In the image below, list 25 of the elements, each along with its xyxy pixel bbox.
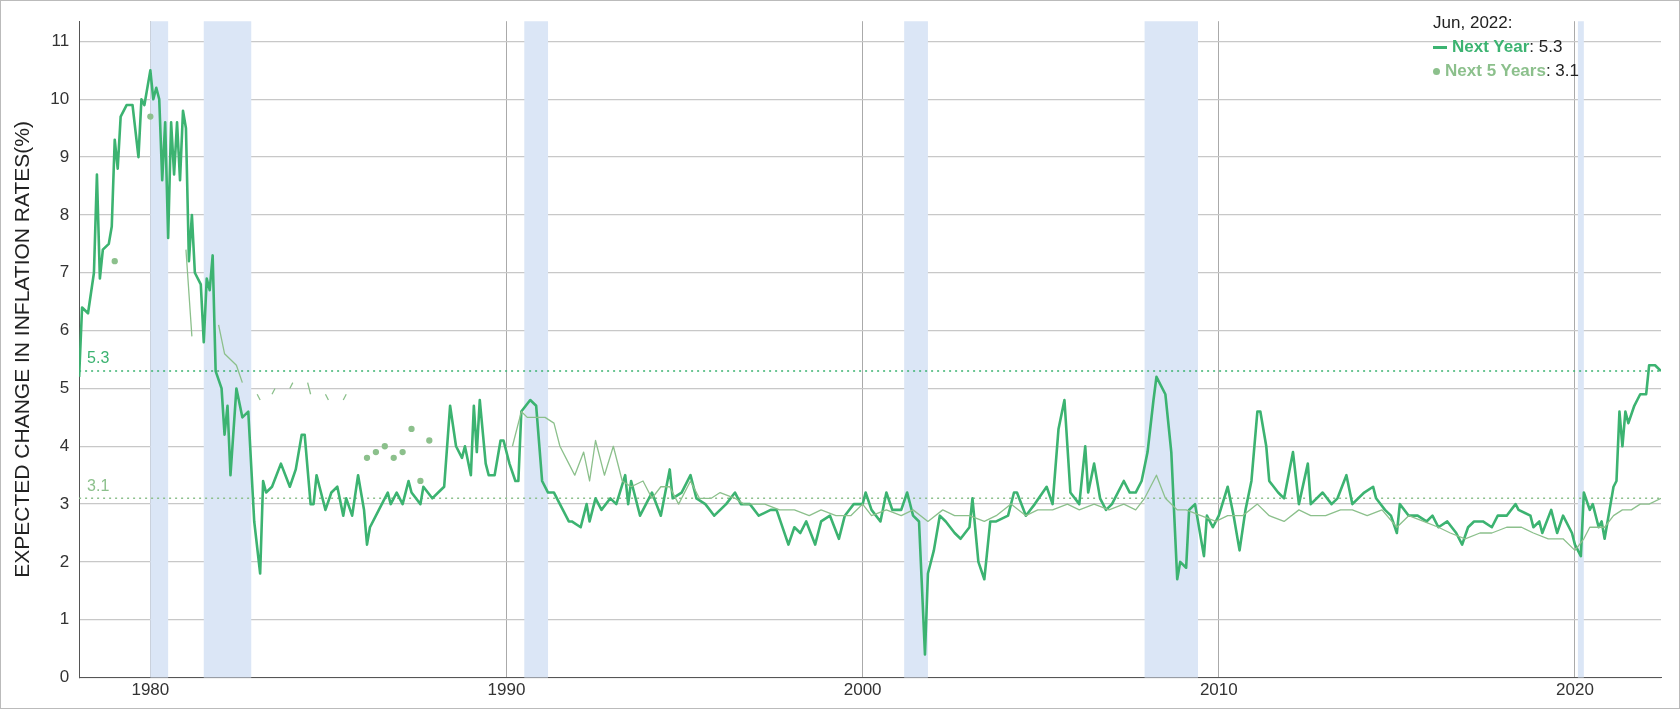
- x-tick-label: 2020: [1556, 680, 1594, 700]
- y-tick-label: 3: [59, 493, 70, 513]
- y-tick-label: 10: [50, 88, 70, 108]
- legend-title: Jun, 2022:: [1433, 12, 1514, 34]
- y-tick-label: 4: [59, 435, 70, 455]
- x-tick-label: 2000: [843, 680, 882, 700]
- legend-label: Next 5 Years: [1445, 61, 1546, 80]
- annotation: : 3.1: [1545, 61, 1579, 80]
- y-axis-title: EXPECTED CHANGE IN INFLATION RATES(%): [10, 121, 34, 578]
- ref-line-label: 5.3: [87, 349, 110, 367]
- x-tick-label: 1990: [487, 680, 526, 700]
- y-tick-label: 7: [59, 262, 70, 282]
- y-tick-label: 2: [59, 551, 70, 571]
- y-tick-label: 8: [59, 204, 70, 224]
- y-tick-label: 6: [59, 320, 70, 340]
- y-tick-label: 11: [51, 31, 70, 51]
- y-tick-label: 1: [59, 609, 70, 629]
- x-tick-label: 1980: [131, 680, 170, 700]
- annotation: : 5.3: [1529, 37, 1563, 56]
- y-tick-label: 5: [59, 378, 70, 398]
- x-tick-label: 2010: [1199, 680, 1238, 700]
- legend-label: Next Year: [1452, 37, 1530, 56]
- y-tick-label: 0: [59, 667, 70, 687]
- ref-line-label: 3.1: [87, 476, 110, 494]
- y-tick-label: 9: [59, 146, 70, 166]
